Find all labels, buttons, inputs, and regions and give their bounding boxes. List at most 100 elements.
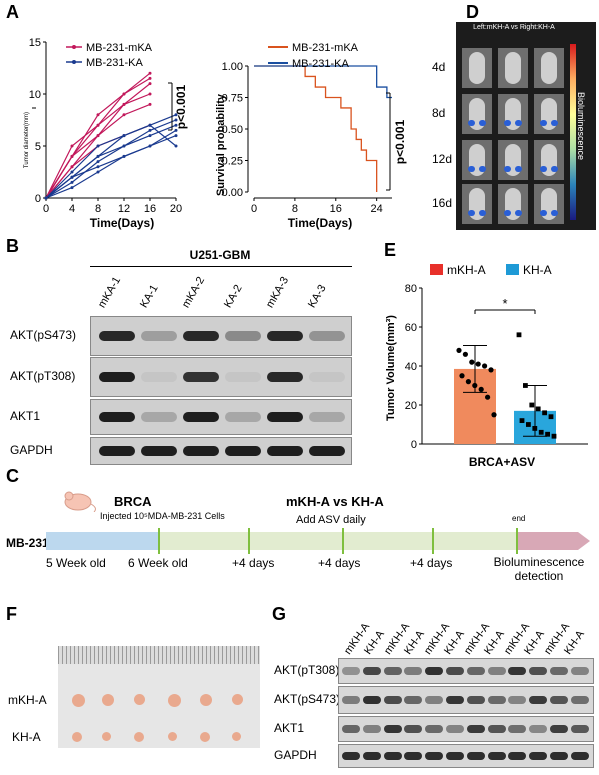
- mouse-image: [498, 48, 528, 88]
- blot-g-strip: [338, 686, 594, 714]
- blot-b-row-label: AKT(pT308): [10, 369, 76, 383]
- blot-b-group-line: [90, 266, 352, 267]
- blot-g-strip: [338, 744, 594, 768]
- timeline-t0: 5 Week old: [46, 556, 106, 570]
- tumor-point: [70, 186, 74, 190]
- blot-b-lane-label: KA-1: [138, 282, 161, 310]
- survival-legend: MB-231-mKA MB-231-KA: [268, 42, 359, 70]
- bar-point: [532, 426, 538, 431]
- blot-b-row-label: GAPDH: [10, 443, 53, 457]
- tumor-specimen: [102, 694, 114, 706]
- timeline-arrow: [516, 532, 590, 550]
- tumor-specimen: [72, 694, 85, 707]
- tumor-specimen: [134, 694, 145, 705]
- blot-g-row-label: AKT(pT308): [274, 663, 340, 677]
- tumor-point: [148, 123, 152, 127]
- survival-legend-mka: MB-231-mKA: [292, 42, 359, 54]
- timeline-t1: 6 Week old: [128, 556, 188, 570]
- bar-point: [475, 361, 481, 367]
- tumor-xtick: 20: [170, 203, 182, 215]
- blot-b-row-label: AKT(pS473): [10, 328, 77, 342]
- survival-ytick: 0.50: [222, 124, 243, 136]
- timeline-title: mKH-A vs KH-A: [286, 494, 384, 509]
- timeline-bar-treatment: [158, 532, 516, 550]
- tumor-series-line: [45, 114, 177, 199]
- tumor-point: [148, 128, 152, 132]
- tumor-point: [122, 134, 126, 138]
- bar-ytick: 20: [405, 400, 417, 412]
- timeline-t3: +4 days: [318, 556, 361, 570]
- timeline-injected: Injected 10⁵MDA-MB-231 Cells: [100, 511, 225, 521]
- tumor-point: [148, 134, 152, 138]
- bar-point: [519, 418, 525, 423]
- tumor-xtick: 8: [95, 203, 101, 215]
- tumor-point: [96, 165, 100, 169]
- survival-chart: 0 8 16 24 0.00 0.25 0.50 0.75 1.00 p<0.001 Survi…: [215, 42, 407, 230]
- timeline-bar-pre: [46, 532, 158, 550]
- bar-point: [535, 406, 541, 412]
- panel-label-a: A: [6, 2, 19, 22]
- blot-b-strip: [90, 357, 352, 397]
- tumor-point: [122, 113, 126, 117]
- bar-point: [459, 373, 465, 379]
- bar-point: [526, 422, 531, 427]
- bar-point: [542, 410, 547, 416]
- imaging-row-label: 8d: [432, 106, 446, 120]
- mouse-image: [462, 140, 492, 180]
- tumor-specimen: [134, 732, 144, 742]
- tumor-point: [70, 154, 74, 158]
- survival-ytick: 0.25: [222, 156, 243, 168]
- tumor-point: [70, 175, 74, 179]
- bar-ytick: 60: [405, 322, 417, 334]
- mouse-image: [462, 94, 492, 134]
- bar-point: [551, 433, 557, 439]
- panel-label-e: E: [384, 240, 397, 260]
- survival-series-line: [254, 65, 392, 99]
- timeline-t4: +4 days: [410, 556, 453, 570]
- mouse-image: [462, 184, 492, 224]
- bar-point: [456, 347, 462, 353]
- mouse-image: [498, 140, 528, 180]
- tumor-point: [96, 154, 100, 158]
- tumor-point: [96, 170, 100, 174]
- blot-g-row-label: AKT1: [274, 721, 305, 735]
- blot-b-strip: [90, 399, 352, 435]
- tumor-point: [148, 82, 152, 86]
- bioluminescence-imaging-panel: Left:mKH-A vs Right:KH-A 4d 8d 12d 16d Biol…: [432, 22, 596, 230]
- bar-point: [465, 379, 471, 385]
- bar-ytick: 80: [405, 283, 417, 295]
- tumor-point: [148, 71, 152, 75]
- mouse-image: [534, 184, 564, 224]
- survival-xtick: 16: [330, 203, 342, 215]
- tumor-ytick: 10: [29, 89, 41, 101]
- bar-point: [545, 431, 550, 437]
- tumor-xtick: 12: [118, 203, 130, 215]
- bar-point: [478, 386, 484, 392]
- tumor-series-line: [45, 129, 177, 199]
- bar-point: [485, 394, 491, 400]
- tumor-point: [148, 76, 152, 80]
- tumor-xtick: 4: [69, 203, 75, 215]
- blot-b-lane-label: KA-2: [222, 282, 245, 310]
- blot-b-lane-label: mKA-1: [96, 274, 124, 310]
- tumor-specimen: [72, 732, 82, 742]
- blot-b-row-label: AKT1: [10, 409, 41, 423]
- tumor-photo: [58, 646, 260, 748]
- panel-label-f: F: [6, 604, 17, 624]
- bar-ylabel: Tumor Volume(mm³): [385, 315, 397, 421]
- blot-b-strip: [90, 316, 352, 356]
- tumor-point: [70, 144, 74, 148]
- timeline-t2: +4 days: [232, 556, 275, 570]
- blot-g-row-label: AKT(pS473): [274, 692, 341, 706]
- survival-ylabel: Survival probability: [215, 93, 227, 196]
- tumor-volume-chart: 0 20 40 60 80 mKH-A KH-A Tumor Volume(mm³) B…: [385, 263, 588, 469]
- mouse-image: [534, 94, 564, 134]
- tumor-point: [96, 123, 100, 127]
- tumor-point: [174, 123, 178, 127]
- survival-xtick: 0: [251, 203, 257, 215]
- tumor-point: [122, 92, 126, 96]
- tumor-point: [174, 113, 178, 117]
- blot-b-strip: [90, 437, 352, 465]
- imaging-row-label: 4d: [432, 60, 446, 74]
- tumor-point: [174, 144, 178, 148]
